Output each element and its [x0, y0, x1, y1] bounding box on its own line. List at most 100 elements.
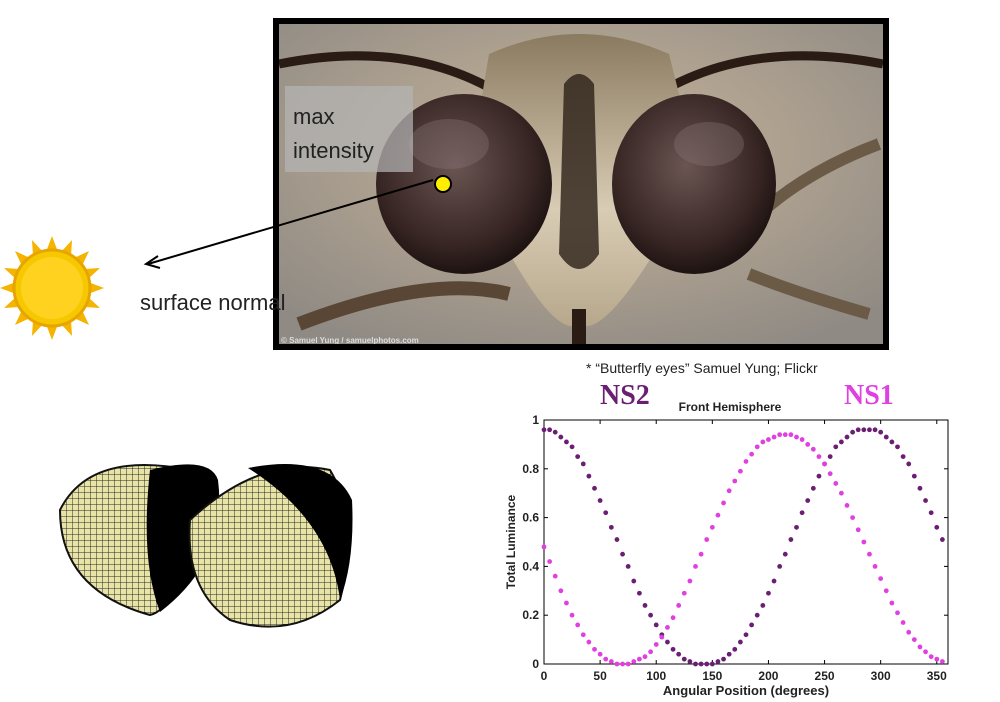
data-point — [799, 510, 805, 516]
data-point — [782, 551, 788, 557]
data-point — [693, 661, 698, 667]
x-axis-label: Angular Position (degrees) — [663, 683, 829, 698]
data-point — [564, 600, 569, 606]
data-point — [911, 473, 917, 479]
data-point — [771, 434, 777, 440]
data-point — [760, 439, 766, 445]
data-point — [754, 444, 760, 450]
data-point — [850, 429, 856, 435]
data-point — [586, 473, 592, 479]
data-point — [575, 622, 581, 628]
data-point — [872, 564, 878, 569]
data-point — [861, 539, 867, 545]
data-point — [878, 576, 884, 581]
data-point — [580, 461, 586, 467]
data-point — [541, 427, 547, 433]
data-point — [541, 544, 547, 550]
data-point — [838, 439, 844, 445]
data-point — [788, 537, 794, 542]
surface-normal-label: surface normal — [140, 290, 286, 315]
data-point — [625, 661, 631, 667]
data-point — [805, 498, 811, 503]
y-tick-label: 0.6 — [522, 511, 539, 525]
x-axis: 0 50 100 150 200 250 300 350 — [541, 420, 947, 683]
data-point — [721, 500, 726, 506]
data-point — [760, 603, 766, 608]
data-point — [547, 559, 553, 564]
data-point — [715, 512, 721, 518]
data-point — [726, 651, 732, 657]
data-point — [732, 646, 738, 652]
data-point — [923, 498, 928, 503]
photo-caption: * “Butterfly eyes” Samuel Yung; Flickr — [586, 360, 818, 376]
data-point — [923, 649, 928, 655]
data-point — [788, 432, 794, 438]
ns2-label: NS2 — [600, 380, 650, 411]
data-point — [642, 654, 648, 660]
data-point — [659, 634, 665, 640]
data-point — [895, 610, 900, 616]
x-tick-label: 0 — [541, 669, 548, 683]
x-tick-label: 50 — [593, 669, 607, 683]
x-tick-label: 250 — [815, 669, 835, 683]
data-point — [552, 573, 558, 579]
data-point — [794, 434, 799, 440]
data-point — [928, 510, 934, 516]
data-point — [653, 642, 659, 647]
data-point — [575, 454, 581, 459]
data-point — [939, 537, 945, 542]
data-point — [614, 537, 620, 542]
data-point — [558, 588, 564, 594]
data-point — [693, 564, 698, 569]
data-point — [895, 444, 900, 450]
data-point — [592, 646, 597, 652]
chart-title: Front Hemisphere — [679, 400, 782, 414]
data-point — [603, 510, 609, 516]
data-point — [670, 615, 676, 621]
data-point — [709, 661, 715, 667]
data-point — [648, 612, 654, 618]
data-point — [805, 442, 811, 447]
data-point — [844, 503, 850, 508]
x-tick-label: 350 — [927, 669, 947, 683]
data-point — [552, 429, 558, 435]
data-point — [597, 651, 603, 657]
data-point — [911, 637, 917, 642]
data-point — [861, 427, 867, 433]
data-point — [687, 578, 693, 584]
data-point — [698, 551, 704, 557]
data-point — [558, 434, 564, 440]
data-point — [580, 632, 586, 638]
data-point — [743, 632, 749, 638]
data-point — [816, 473, 822, 479]
data-point — [603, 656, 609, 662]
data-point — [631, 578, 637, 584]
photo-credit: © Samuel Yung / samuelphotos.com — [281, 336, 419, 345]
data-point — [872, 427, 878, 433]
data-point — [620, 551, 625, 557]
plot-area — [543, 419, 949, 665]
data-point — [855, 527, 861, 533]
data-point — [732, 478, 738, 484]
data-point — [547, 427, 553, 433]
data-point — [900, 620, 906, 625]
data-point — [642, 603, 648, 608]
data-point — [704, 537, 710, 542]
data-point — [636, 656, 642, 662]
data-point — [665, 625, 670, 630]
data-point — [631, 659, 637, 664]
data-point — [934, 524, 940, 530]
data-point — [771, 578, 777, 584]
series-group — [541, 427, 945, 667]
data-point — [687, 659, 693, 664]
data-point — [597, 498, 603, 503]
data-point — [564, 439, 569, 445]
data-point — [833, 481, 839, 486]
data-point — [653, 622, 659, 628]
data-point — [749, 451, 755, 457]
butterfly-illustration — [279, 24, 883, 344]
data-point — [810, 446, 816, 452]
data-point — [883, 434, 889, 440]
data-point — [648, 649, 654, 655]
data-point — [838, 490, 844, 496]
